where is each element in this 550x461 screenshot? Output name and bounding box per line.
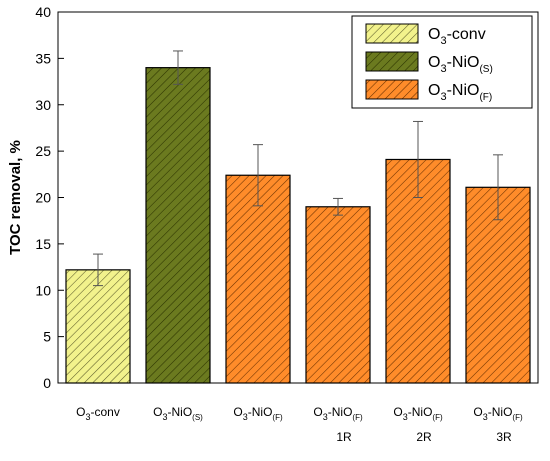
legend-entry: O3-NiO(F) bbox=[428, 82, 492, 103]
legend-swatch bbox=[365, 79, 419, 100]
legend: O3-conv O3-NiO(S) O3-NiO(F) bbox=[351, 15, 533, 109]
x-category-label: O3-NiO(F) bbox=[473, 405, 523, 422]
x-category-label: O3-NiO(F) bbox=[313, 405, 363, 422]
y-tick-label: 15 bbox=[35, 236, 51, 252]
bar bbox=[145, 67, 211, 384]
x-category-label-line2: 2R bbox=[416, 430, 432, 444]
x-category-label-line2: 3R bbox=[496, 430, 512, 444]
bars-layer bbox=[65, 67, 531, 384]
x-category-label: O3-NiO(F) bbox=[393, 405, 443, 422]
x-category-labels: O3-conv O3-NiO(S) O3-NiO(F) O3-NiO(F) 1R O3-N… bbox=[76, 405, 523, 444]
legend-entry: O3-conv bbox=[428, 26, 486, 47]
y-tick-label: 35 bbox=[35, 50, 51, 66]
y-tick-label: 40 bbox=[35, 4, 51, 20]
y-tick-label: 30 bbox=[35, 97, 51, 113]
x-category-label-line2: 1R bbox=[336, 430, 352, 444]
legend-swatch bbox=[365, 51, 419, 72]
error-bars-layer bbox=[93, 50, 503, 287]
y-tick-label: 20 bbox=[35, 190, 51, 206]
x-category-label: O3-NiO(S) bbox=[153, 405, 203, 422]
y-tick-label: 5 bbox=[43, 329, 51, 345]
legend-swatch bbox=[365, 23, 419, 44]
y-tick-label: 25 bbox=[35, 143, 51, 159]
y-tick-label: 0 bbox=[43, 375, 51, 391]
bar bbox=[305, 206, 371, 384]
y-axis-title: TOC removal, % bbox=[7, 140, 24, 255]
x-category-label: O3-conv bbox=[76, 405, 120, 422]
y-ticks: 0 5 10 15 20 25 30 35 40 bbox=[35, 4, 64, 391]
y-tick-label: 10 bbox=[35, 282, 51, 298]
bar bbox=[225, 174, 291, 384]
x-category-label: O3-NiO(F) bbox=[233, 405, 283, 422]
legend-entry: O3-NiO(S) bbox=[428, 54, 493, 75]
bar bbox=[65, 269, 131, 384]
